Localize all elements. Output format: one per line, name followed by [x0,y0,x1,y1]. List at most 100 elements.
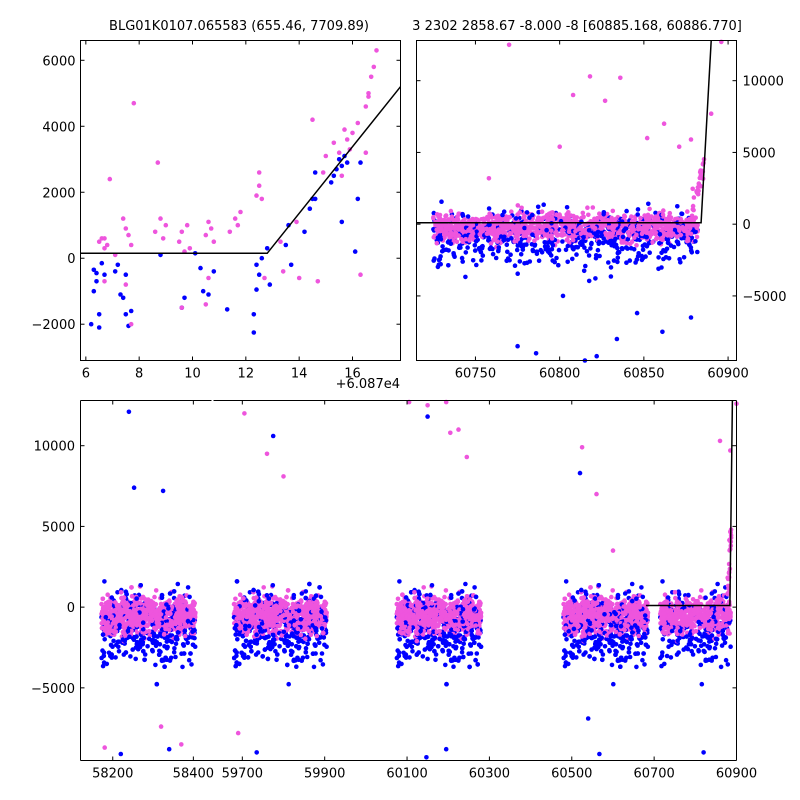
data-point-pink [602,98,608,104]
recent-model [416,40,712,224]
data-point-pink [237,592,243,597]
data-point-blue [472,243,478,248]
data-point-blue [311,664,317,670]
model-curve [80,86,402,255]
data-point-pink [661,208,666,213]
data-point-blue [307,581,312,587]
data-point-blue [310,651,316,656]
data-point-pink [113,629,119,634]
data-point-pink [344,137,350,142]
data-point-blue [171,589,177,594]
data-point-pink [320,604,326,609]
data-point-pink [123,282,129,287]
data-point-blue [151,631,157,637]
data-point-blue [102,272,107,278]
data-point-pink [566,210,571,215]
data-point-blue [339,163,345,169]
data-point-blue [550,243,556,248]
data-point-blue [249,649,254,654]
data-point-blue [473,239,479,244]
data-point-pink [238,209,243,215]
data-point-blue [538,247,543,253]
data-point-blue [237,661,242,667]
data-point-blue [500,212,505,218]
data-point-pink [448,208,454,214]
data-point-pink [661,121,667,126]
data-point-pink [211,239,217,244]
data-point-blue [328,180,334,185]
data-point-pink [650,239,655,245]
data-point-blue [172,646,177,651]
data-point-pink [477,232,483,237]
data-point-pink [121,595,127,600]
data-point-blue [185,585,191,590]
data-point-pink [557,144,562,149]
data-point-pink [304,601,310,607]
data-point-pink [446,217,452,222]
data-point-pink [618,75,623,81]
data-point-pink [597,211,602,216]
data-point-blue [620,234,626,240]
data-point-pink [158,612,164,617]
data-point-pink [667,214,672,219]
data-point-blue [474,262,479,268]
data-point-pink [102,246,107,251]
data-point-blue [156,652,162,657]
data-point-blue [140,642,145,647]
recent-xticks: 60750 60800 60850 60900 [455,40,749,382]
data-point-pink [456,211,462,216]
data-point-blue [620,246,625,252]
data-point-blue [480,253,486,258]
y-tick-label: 4000 [42,120,75,135]
data-point-blue [463,274,468,280]
data-point-blue [294,644,299,649]
data-point-pink [507,230,513,236]
data-point-blue [173,641,179,646]
data-point-pink [123,608,128,613]
data-point-pink [232,216,238,221]
data-point-blue [157,648,162,654]
data-point-blue [504,242,510,248]
data-point-pink [160,236,166,241]
data-point-blue [123,312,129,317]
data-point-pink [135,630,140,636]
data-point-blue [145,644,150,649]
data-point-blue [318,657,323,663]
data-point-pink [595,215,600,221]
data-point-pink [685,236,691,242]
data-point-blue [530,212,535,218]
data-point-blue [458,245,463,250]
data-point-blue [459,255,465,261]
zoom-frame [80,40,401,361]
x-tick-label: 60850 [623,367,664,382]
data-point-blue [661,256,666,262]
data-point-blue [487,222,492,227]
data-point-blue [262,647,268,652]
data-point-blue [318,594,324,600]
data-point-blue [339,219,345,225]
data-point-blue [299,591,305,596]
model-curve [416,40,712,224]
data-point-blue [320,662,326,667]
data-point-blue [522,225,527,231]
data-point-blue [159,592,165,598]
data-point-blue [100,632,106,637]
data-point-pink [660,226,665,232]
data-point-pink [286,623,292,628]
y-tick-label: 0 [743,218,751,233]
data-point-pink [168,611,173,616]
data-point-blue [116,649,122,654]
data-point-pink [582,230,588,236]
data-point-blue [627,258,633,263]
data-point-blue [640,247,646,252]
data-point-blue [472,248,478,253]
data-point-pink [306,628,312,634]
data-point-pink [245,609,251,615]
data-point-pink [526,225,531,231]
data-point-blue [530,232,535,237]
data-point-pink [634,243,639,248]
data-point-pink [179,594,185,600]
data-point-pink [603,230,608,236]
data-point-blue [501,238,507,243]
data-point-blue [319,626,325,631]
